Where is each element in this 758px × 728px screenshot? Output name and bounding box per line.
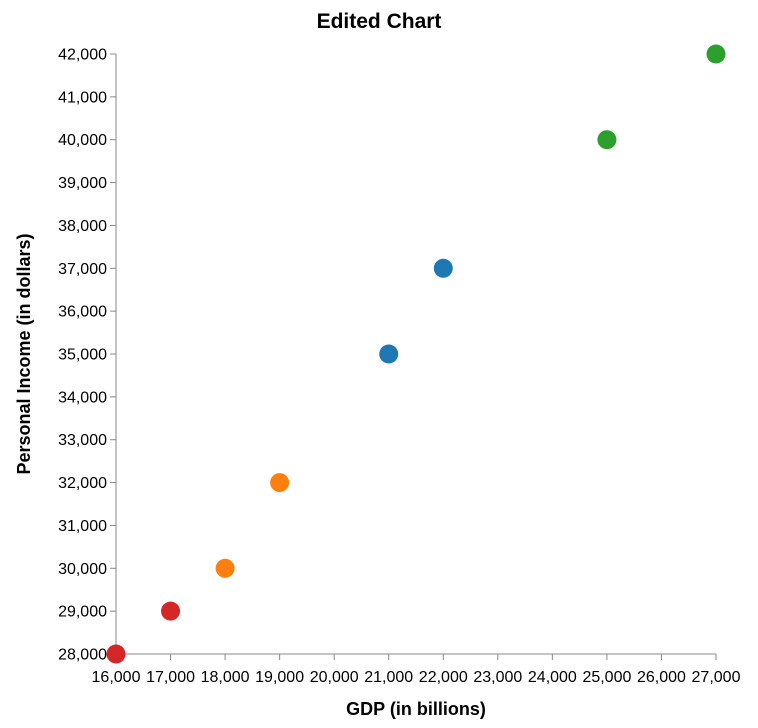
x-tick-label: 22,000 — [419, 669, 468, 686]
y-tick-label: 29,000 — [58, 604, 107, 621]
data-point — [215, 558, 235, 578]
y-tick-label: 33,000 — [58, 432, 107, 449]
data-point — [597, 130, 617, 150]
y-tick-label: 39,000 — [58, 175, 107, 192]
data-point — [270, 473, 290, 493]
y-axis: 28,000 29,000 30,000 31,000 32,000 33,000 34,0… — [58, 47, 117, 664]
y-tick-label: 38,000 — [58, 218, 107, 235]
chart-title: Edited Chart — [317, 10, 442, 33]
y-tick-label: 30,000 — [58, 561, 107, 578]
x-tick-label: 21,000 — [364, 669, 413, 686]
data-point — [161, 601, 181, 621]
y-tick-label: 37,000 — [58, 261, 107, 278]
y-tick-label: 34,000 — [58, 389, 107, 406]
x-axis-title: GDP (in billions) — [346, 699, 486, 719]
y-tick-label: 42,000 — [58, 47, 107, 64]
x-tick-label: 19,000 — [255, 669, 304, 686]
x-tick-label: 25,000 — [582, 669, 631, 686]
x-tick-label: 23,000 — [473, 669, 522, 686]
x-tick-label: 20,000 — [310, 669, 359, 686]
y-tick-label: 41,000 — [58, 89, 107, 106]
x-tick-label: 27,000 — [692, 669, 741, 686]
x-tick-label: 26,000 — [637, 669, 686, 686]
x-tick-label: 17,000 — [146, 669, 195, 686]
data-points — [106, 44, 726, 664]
data-point — [379, 344, 399, 364]
x-tick-label: 18,000 — [201, 669, 250, 686]
data-point — [433, 258, 453, 278]
x-tick-label: 24,000 — [528, 669, 577, 686]
x-tick-label: 16,000 — [92, 669, 141, 686]
y-tick-label: 36,000 — [58, 304, 107, 321]
y-tick-label: 31,000 — [58, 518, 107, 535]
y-axis-title: Personal Income (in dollars) — [14, 233, 34, 474]
data-point — [106, 644, 126, 664]
x-axis: 16,000 17,000 18,000 19,000 20,000 21,000 22,0… — [92, 653, 741, 686]
y-tick-label: 40,000 — [58, 132, 107, 149]
y-tick-label: 28,000 — [58, 647, 107, 664]
y-tick-label: 32,000 — [58, 475, 107, 492]
y-tick-label: 35,000 — [58, 347, 107, 364]
data-point — [706, 44, 726, 64]
